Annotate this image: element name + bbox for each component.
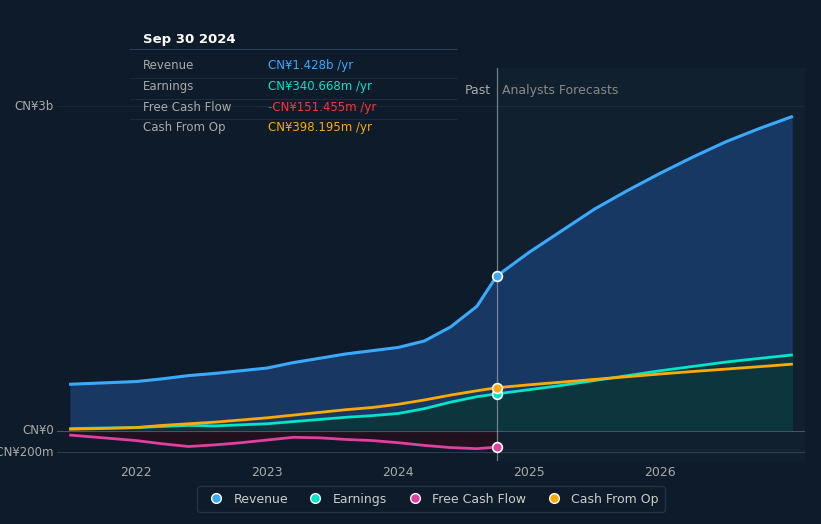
Legend: Revenue, Earnings, Free Cash Flow, Cash From Op: Revenue, Earnings, Free Cash Flow, Cash … [197, 486, 665, 512]
Bar [497, 68, 805, 461]
Text: Earnings: Earnings [143, 81, 195, 93]
Text: CN¥1.428b /yr: CN¥1.428b /yr [268, 59, 353, 72]
Text: Free Cash Flow: Free Cash Flow [143, 101, 232, 114]
Text: CN¥0: CN¥0 [22, 424, 53, 438]
Text: Sep 30 2024: Sep 30 2024 [143, 32, 236, 46]
Text: Analysts Forecasts: Analysts Forecasts [502, 84, 618, 97]
Text: Cash From Op: Cash From Op [143, 121, 225, 134]
Text: -CN¥200m: -CN¥200m [0, 446, 53, 459]
Text: CN¥340.668m /yr: CN¥340.668m /yr [268, 81, 372, 93]
Text: -CN¥151.455m /yr: -CN¥151.455m /yr [268, 101, 376, 114]
Text: Revenue: Revenue [143, 59, 195, 72]
Text: CN¥398.195m /yr: CN¥398.195m /yr [268, 121, 372, 134]
Text: Past: Past [466, 84, 491, 97]
Text: CN¥3b: CN¥3b [15, 100, 53, 113]
